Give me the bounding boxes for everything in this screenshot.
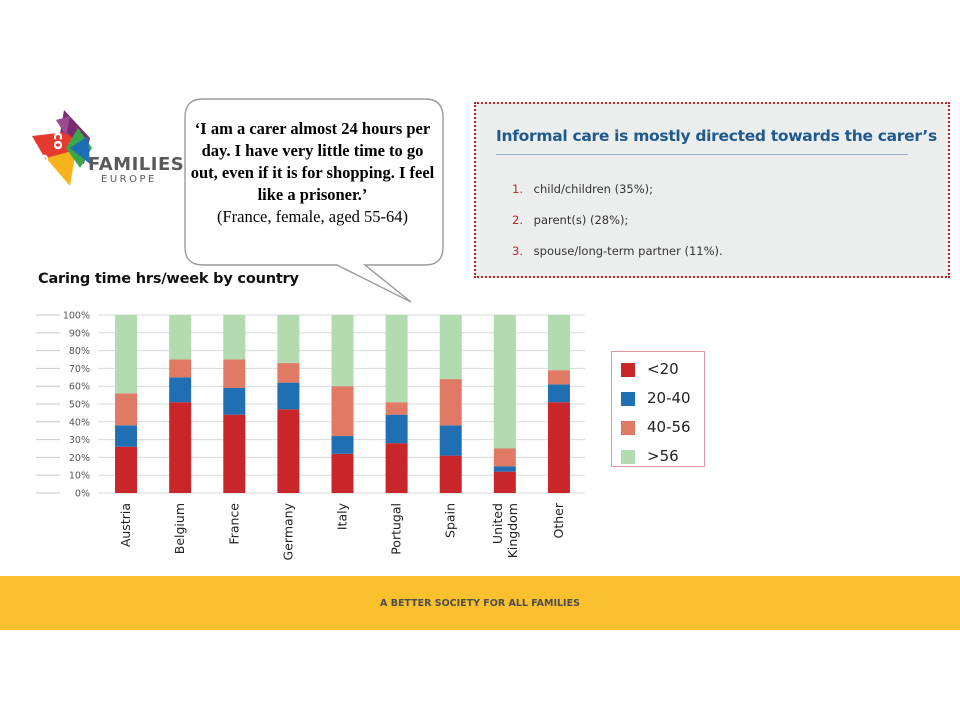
y-tick-label: 60% (69, 382, 90, 393)
list-item-text: parent(s) (28%); (533, 213, 629, 227)
chart-title: Caring time hrs/week by country (38, 271, 299, 287)
bar-segment (277, 382, 300, 410)
bar-segment (493, 466, 516, 472)
x-tick-label: Austria (118, 503, 133, 547)
speech-bubble (184, 98, 444, 303)
list-item-number: 3. (512, 244, 523, 258)
bar-segment (223, 315, 246, 360)
legend-swatch (621, 392, 635, 406)
bar-segment (439, 455, 462, 493)
bar-segment (385, 443, 408, 493)
bar-segment (385, 315, 408, 403)
y-tick-label: 90% (69, 328, 90, 339)
informal-care-list: 1. child/children (35%); 2. parent(s) (2… (512, 182, 723, 275)
y-tick-label: 70% (69, 364, 90, 375)
y-tick-label: 40% (69, 417, 90, 428)
legend-swatch (621, 363, 635, 377)
legend-label: 40-56 (647, 418, 691, 436)
quote-text: ‘I am a carer almost 24 hours per day. I… (190, 119, 435, 204)
x-tick-label: Italy (335, 502, 350, 530)
bar-segment (547, 384, 570, 403)
bar-segment (331, 315, 354, 387)
x-tick-label: Spain (443, 503, 458, 538)
bar-segment (223, 359, 246, 388)
list-item-number: 2. (512, 213, 523, 227)
caring-time-chart: 0% 10% 20% 30% 40% 50% 60% 70% 80% 90% 100% Austria… (36, 311, 585, 560)
bar-segment (331, 453, 354, 493)
x-tick-label: UnitedKingdom (490, 503, 520, 558)
legend-label: <20 (647, 360, 679, 378)
y-tick-label: 100% (63, 311, 90, 322)
bar-segment (169, 377, 192, 403)
x-tick-label: Portugal (389, 503, 404, 555)
chart-legend: <20 20-40 40-56 >56 (611, 351, 705, 467)
legend-label: >56 (647, 447, 679, 465)
coface-logo: co ce (32, 110, 92, 186)
bar-segment (439, 425, 462, 456)
bar-segment (547, 370, 570, 385)
bar-segment (547, 402, 570, 493)
bar-segment (277, 315, 300, 364)
svg-text:ce: ce (36, 154, 52, 172)
bar-segment (385, 414, 408, 444)
list-item: 1. child/children (35%); (512, 182, 723, 213)
x-tick-label: Other (551, 502, 566, 538)
bar-segment (115, 446, 138, 493)
list-item-number: 1. (512, 182, 523, 196)
list-item-text: spouse/long-term partner (11%). (533, 244, 723, 258)
footer-tagline: A BETTER SOCIETY FOR ALL FAMILIES (380, 598, 580, 609)
svg-text:co: co (50, 132, 66, 150)
legend-swatch (621, 450, 635, 464)
y-tick-label: 10% (69, 471, 90, 482)
bar-segment (169, 359, 192, 378)
bar-segment (169, 402, 192, 493)
bar-segment (115, 393, 138, 426)
list-item: 3. spouse/long-term partner (11%). (512, 244, 723, 275)
bar-segment (385, 402, 408, 415)
bar-segment (439, 315, 462, 380)
title-divider (496, 154, 908, 155)
quote-block: ‘I am a carer almost 24 hours per day. I… (190, 118, 435, 228)
y-tick-label: 20% (69, 453, 90, 464)
bar-segment (115, 315, 138, 394)
bar-segment (331, 436, 354, 454)
y-tick-label: 30% (69, 435, 90, 446)
x-tick-label: Belgium (172, 503, 187, 554)
bar-segment (277, 409, 300, 493)
bar-segment (223, 387, 246, 415)
bar-segment (493, 315, 516, 449)
y-tick-label: 0% (75, 489, 90, 500)
y-tick-label: 80% (69, 346, 90, 357)
bar-segment (115, 425, 138, 447)
bar-segment (277, 363, 300, 383)
y-tick-label: 50% (69, 400, 90, 411)
bar-segment (169, 315, 192, 360)
bar-segment (439, 379, 462, 426)
logo-text-families: FAMILIES (88, 154, 185, 175)
logo-text-europe: EUROPE (101, 174, 157, 185)
legend-label: 20-40 (647, 389, 691, 407)
bar-segment (223, 414, 246, 493)
x-tick-label: France (226, 503, 241, 545)
informal-care-box: Informal care is mostly directed towards… (474, 102, 950, 278)
bar-segment (493, 448, 516, 467)
footer-band: A BETTER SOCIETY FOR ALL FAMILIES (0, 576, 960, 630)
bar-segment (547, 315, 570, 371)
quote-source: (France, female, aged 55-64) (216, 207, 409, 226)
x-tick-label: Germany (280, 502, 295, 560)
bar-segment (331, 386, 354, 437)
bar-segment (493, 471, 516, 493)
legend-swatch (621, 421, 635, 435)
list-item: 2. parent(s) (28%); (512, 213, 723, 244)
list-item-text: child/children (35%); (533, 182, 654, 196)
informal-care-title: Informal care is mostly directed towards… (496, 127, 937, 145)
